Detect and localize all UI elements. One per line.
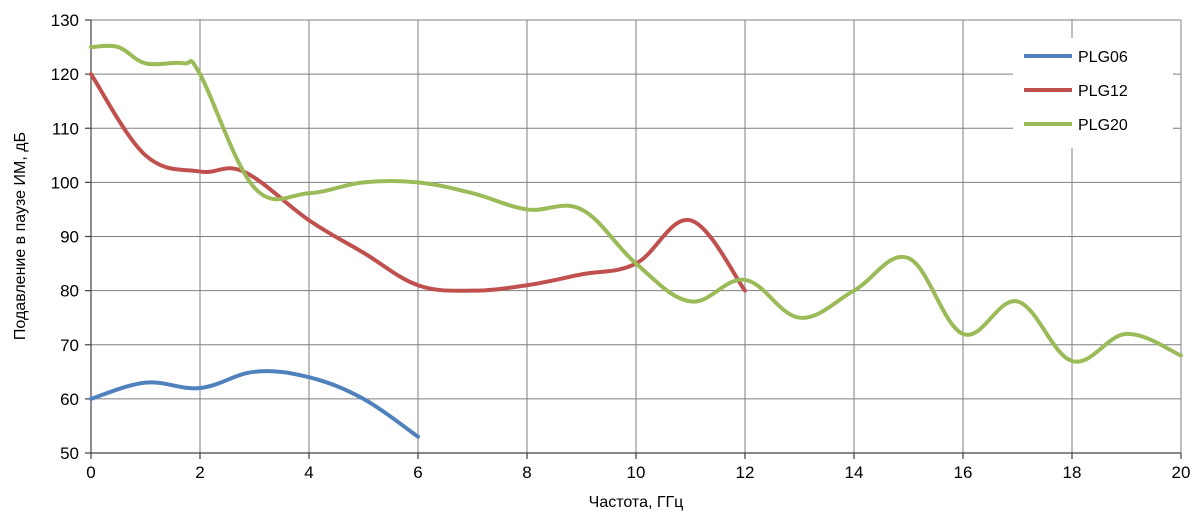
legend-label: PLG20 [1078, 117, 1128, 134]
x-tick-label: 6 [413, 463, 422, 482]
x-tick-label: 0 [86, 463, 95, 482]
tick-labels: 0 2 4 6 8 10 12 14 16 18 20 50 60 70 80 90 100 110 120 130 [51, 11, 1191, 482]
y-tick-label: 130 [51, 11, 79, 30]
y-tick-label: 70 [60, 336, 79, 355]
y-tick-label: 90 [60, 228, 79, 247]
x-tick-label: 4 [304, 463, 313, 482]
legend-label: PLG06 [1078, 49, 1128, 66]
series-line-plg06 [89, 369, 420, 439]
x-tick-label: 2 [195, 463, 204, 482]
y-tick-label: 100 [51, 173, 79, 192]
x-tick-label: 18 [1063, 463, 1082, 482]
series-line-plg20 [89, 43, 1183, 364]
series-line-plg12 [89, 72, 747, 293]
y-axis-title: Подавление в паузе ИМ, дБ [12, 132, 29, 340]
x-tick-label: 16 [954, 463, 973, 482]
x-tick-label: 8 [522, 463, 531, 482]
y-tick-label: 120 [51, 65, 79, 84]
y-tick-label: 110 [52, 119, 79, 138]
legend-label: PLG12 [1078, 83, 1128, 100]
legend: PLG06 PLG12 PLG20 [1013, 38, 1173, 148]
y-tick-label: 50 [60, 444, 79, 463]
series-lines [89, 43, 1183, 439]
y-tick-label: 80 [60, 282, 79, 301]
x-tick-label: 20 [1172, 463, 1191, 482]
x-tick-label: 10 [627, 463, 646, 482]
x-axis-title: Частота, ГГц [589, 494, 684, 511]
y-tick-label: 60 [60, 390, 79, 409]
x-tick-label: 12 [736, 463, 755, 482]
x-tick-label: 14 [845, 463, 864, 482]
